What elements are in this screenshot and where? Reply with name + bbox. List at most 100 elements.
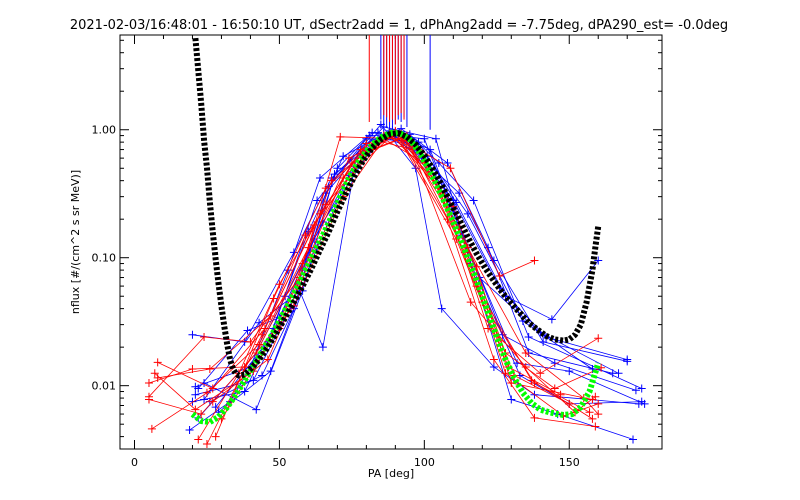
green-fit-curve bbox=[190, 129, 602, 425]
red-series-marker bbox=[521, 349, 530, 358]
blue-series-marker bbox=[469, 196, 478, 205]
red-series-marker bbox=[521, 362, 530, 371]
red-series-marker bbox=[321, 184, 330, 193]
blue-series-marker bbox=[315, 173, 324, 182]
blue-series-marker bbox=[318, 343, 327, 352]
red-series-marker bbox=[211, 432, 220, 441]
red-series-marker bbox=[472, 262, 481, 271]
red-series-marker bbox=[536, 369, 545, 378]
plot-frame bbox=[119, 34, 663, 450]
black-fit-line bbox=[192, 37, 602, 379]
blue-series-marker bbox=[249, 376, 258, 385]
blue-series-marker bbox=[547, 315, 556, 324]
blue-series-line bbox=[203, 133, 634, 440]
blue-series-marker bbox=[443, 158, 452, 167]
blue-series-line bbox=[203, 137, 593, 400]
blue-series-marker bbox=[640, 399, 649, 408]
red-series-group bbox=[144, 126, 606, 449]
blue-series-marker bbox=[539, 337, 548, 346]
blue-series-marker bbox=[194, 384, 203, 393]
y-axis-label: nflux [#/(cm^2 s sr MeV)] bbox=[69, 170, 82, 314]
red-series-marker bbox=[556, 390, 565, 399]
red-series-line bbox=[206, 131, 561, 445]
red-series-line bbox=[221, 135, 593, 420]
y-tick-label: 0.10 bbox=[92, 252, 117, 265]
red-series-marker bbox=[466, 298, 475, 307]
green-fit-line bbox=[190, 129, 602, 425]
red-series-marker bbox=[336, 132, 345, 141]
red-series-marker bbox=[208, 384, 217, 393]
red-series-marker bbox=[266, 312, 275, 321]
red-series-marker bbox=[197, 410, 206, 419]
blue-series-line bbox=[195, 132, 599, 388]
blue-series-marker bbox=[437, 304, 446, 313]
red-series-marker bbox=[194, 435, 203, 444]
x-axis-label: PA [deg] bbox=[368, 467, 414, 480]
black-fit-curve bbox=[192, 37, 602, 379]
red-series-marker bbox=[202, 388, 211, 397]
red-series-marker bbox=[269, 294, 278, 303]
blue-series-marker bbox=[200, 395, 209, 404]
blue-series-marker bbox=[333, 164, 342, 173]
blue-series-marker bbox=[266, 367, 275, 376]
blue-series-marker bbox=[594, 256, 603, 265]
x-tick-label: 0 bbox=[131, 456, 138, 469]
red-series-line bbox=[212, 138, 535, 403]
red-series-marker bbox=[565, 399, 574, 408]
blue-series-marker bbox=[507, 395, 516, 404]
chart-title: 2021-02-03/16:48:01 - 16:50:10 UT, dSect… bbox=[70, 18, 728, 33]
blue-series-marker bbox=[188, 397, 197, 406]
red-series-marker bbox=[144, 378, 153, 387]
red-series-marker bbox=[258, 330, 267, 339]
blue-series-marker bbox=[565, 367, 574, 376]
red-series-marker bbox=[588, 414, 597, 423]
blue-series-marker bbox=[420, 134, 429, 143]
red-series-marker bbox=[585, 408, 594, 417]
blue-series-marker bbox=[614, 369, 623, 378]
tick-labels: 0 50 100 150 0.01 0.10 1.00 bbox=[92, 124, 580, 469]
blue-series-marker bbox=[426, 145, 435, 154]
red-series-line bbox=[154, 136, 599, 417]
blue-series-marker bbox=[339, 152, 348, 161]
red-series-marker bbox=[594, 410, 603, 419]
red-series-marker bbox=[489, 355, 498, 364]
blue-series-marker bbox=[637, 384, 646, 393]
blue-series-marker bbox=[463, 209, 472, 218]
red-series-marker bbox=[202, 440, 211, 449]
blue-series-marker bbox=[185, 426, 194, 435]
blue-series-marker bbox=[524, 333, 533, 342]
blue-series-marker bbox=[191, 390, 200, 399]
red-series-line bbox=[148, 138, 599, 415]
blue-series-marker bbox=[188, 330, 197, 339]
red-series-marker bbox=[205, 364, 214, 373]
red-series-marker bbox=[208, 397, 217, 406]
blue-series-marker bbox=[431, 134, 440, 143]
red-series-marker bbox=[591, 422, 600, 431]
red-series-marker bbox=[263, 355, 272, 364]
red-series-marker bbox=[530, 256, 539, 265]
y-tick-label: 1.00 bbox=[92, 124, 117, 137]
red-series-marker bbox=[594, 334, 603, 343]
red-series-marker bbox=[147, 424, 156, 433]
red-series-marker bbox=[150, 369, 159, 378]
red-series-marker bbox=[191, 405, 200, 414]
red-series-marker bbox=[344, 154, 353, 163]
axis-ticks bbox=[120, 35, 662, 449]
x-tick-label: 150 bbox=[559, 456, 580, 469]
blue-series-marker bbox=[376, 120, 385, 129]
x-tick-label: 100 bbox=[414, 456, 435, 469]
blue-series-marker bbox=[631, 386, 640, 395]
red-series-marker bbox=[530, 413, 539, 422]
blue-series-marker bbox=[623, 357, 632, 366]
x-tick-label: 50 bbox=[272, 456, 286, 469]
y-tick-label: 0.01 bbox=[92, 380, 117, 393]
blue-series-marker bbox=[365, 131, 374, 140]
red-series-marker bbox=[327, 176, 336, 185]
red-series-line bbox=[157, 130, 599, 389]
error-bars-group bbox=[368, 35, 431, 130]
red-series-marker bbox=[446, 164, 455, 173]
red-series-marker bbox=[495, 271, 504, 280]
blue-series-marker bbox=[629, 435, 638, 444]
red-series-marker bbox=[362, 139, 371, 148]
blue-series-marker bbox=[489, 362, 498, 371]
